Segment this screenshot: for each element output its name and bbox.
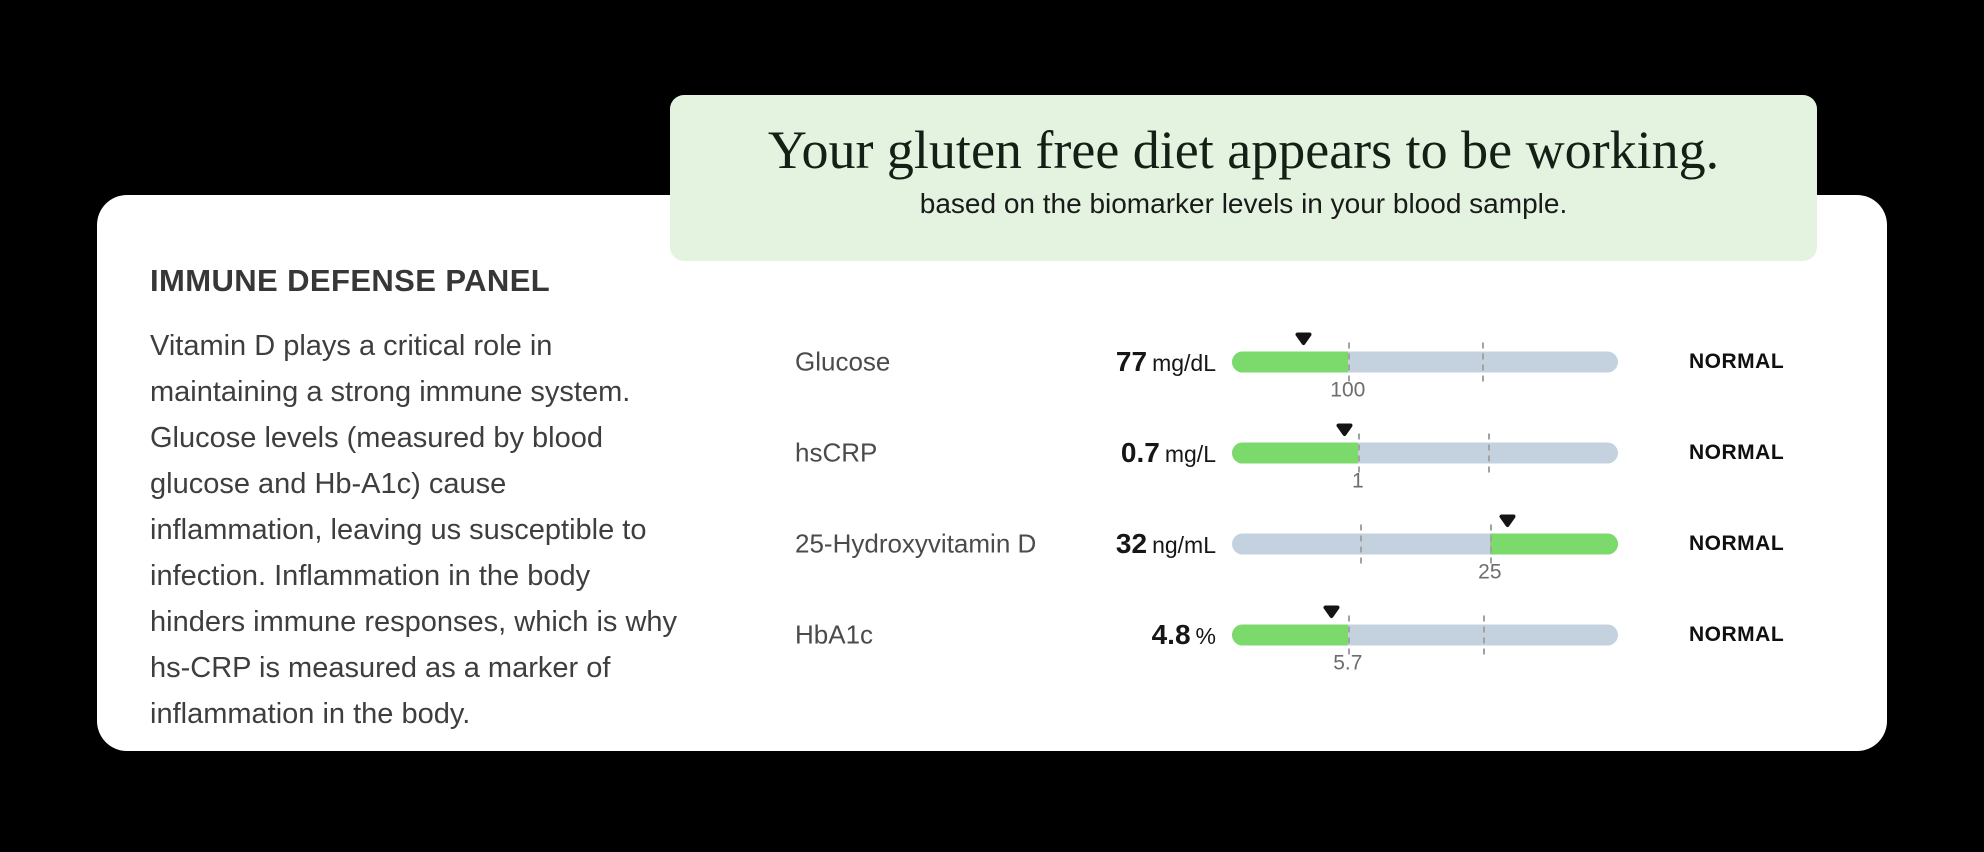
panel-title: IMMUNE DEFENSE PANEL	[150, 263, 551, 298]
threshold-line-2	[1482, 615, 1485, 654]
range-bar: 1	[1232, 423, 1618, 492]
value-marker-icon	[1498, 513, 1517, 527]
biomarker-unit: ng/mL	[1152, 531, 1216, 558]
status-badge: NORMAL	[1689, 531, 1785, 555]
threshold-label: 25	[1478, 560, 1502, 583]
biomarker-value: 32	[1115, 527, 1148, 559]
threshold-line-1	[1357, 433, 1360, 472]
threshold-label: 100	[1330, 378, 1366, 401]
biomarker-row: HbA1c 4.8% 5.7 NORMAL	[795, 589, 1794, 680]
biomarker-row: Glucose 77 mg/dL 100 NORMAL	[795, 316, 1794, 407]
banner-subtitle: based on the biomarker levels in your bl…	[919, 188, 1568, 219]
status-badge: NORMAL	[1689, 440, 1785, 464]
threshold-line-2	[1489, 524, 1492, 563]
biomarker-value: 0.7	[1120, 436, 1160, 468]
range-bar: 100	[1232, 332, 1618, 401]
biomarker-value: 77	[1115, 345, 1148, 377]
range-bar: 25	[1232, 514, 1618, 583]
biomarker-row: hsCRP 0.7 mg/L 1 NORMAL	[795, 407, 1794, 498]
report-card: IMMUNE DEFENSE PANEL Vitamin D plays a c…	[97, 195, 1887, 751]
banner-title: Your gluten free diet appears to be work…	[767, 120, 1720, 180]
range-fill	[1232, 442, 1358, 463]
range-bar: 5.7	[1232, 605, 1618, 674]
threshold-line-1	[1360, 524, 1363, 563]
biomarker-unit: %	[1195, 622, 1216, 649]
biomarker-list: Glucose 77 mg/dL 100 NORMAL hsCRP 0.7 mg/L	[795, 316, 1794, 680]
range-fill	[1232, 624, 1348, 645]
value-marker-icon	[1322, 604, 1341, 618]
range-fill	[1232, 351, 1348, 372]
threshold-line-1	[1347, 342, 1350, 381]
threshold-line-2	[1487, 433, 1490, 472]
value-marker-icon	[1335, 422, 1354, 436]
value-marker-icon	[1294, 331, 1313, 345]
result-banner: Your gluten free diet appears to be work…	[670, 95, 1817, 261]
biomarker-value-group: 32 ng/mL	[945, 528, 1216, 560]
biomarker-name: HbA1c	[795, 619, 874, 649]
panel-description-block: IMMUNE DEFENSE PANEL Vitamin D plays a c…	[150, 263, 770, 737]
status-badge: NORMAL	[1689, 349, 1785, 373]
biomarker-row: 25-Hydroxyvitamin D 32 ng/mL 25 NORMAL	[795, 498, 1794, 589]
biomarker-value: 4.8	[1151, 618, 1191, 650]
range-fill	[1489, 533, 1618, 554]
biomarker-name: hsCRP	[795, 437, 878, 467]
biomarker-value-group: 0.7 mg/L	[945, 437, 1216, 469]
biomarker-unit: mg/L	[1164, 440, 1216, 467]
threshold-line-2	[1482, 342, 1485, 381]
threshold-label: 1	[1351, 469, 1364, 492]
biomarker-name: Glucose	[795, 346, 891, 376]
threshold-label: 5.7	[1333, 651, 1363, 674]
biomarker-name: 25-Hydroxyvitamin D	[795, 528, 1037, 558]
biomarker-value-group: 4.8%	[945, 619, 1216, 651]
biomarker-value-group: 77 mg/dL	[945, 346, 1216, 378]
status-badge: NORMAL	[1689, 622, 1785, 646]
panel-text: Vitamin D plays a critical role in maint…	[150, 330, 678, 730]
biomarker-unit: mg/dL	[1152, 349, 1216, 376]
threshold-line-1	[1347, 615, 1350, 654]
